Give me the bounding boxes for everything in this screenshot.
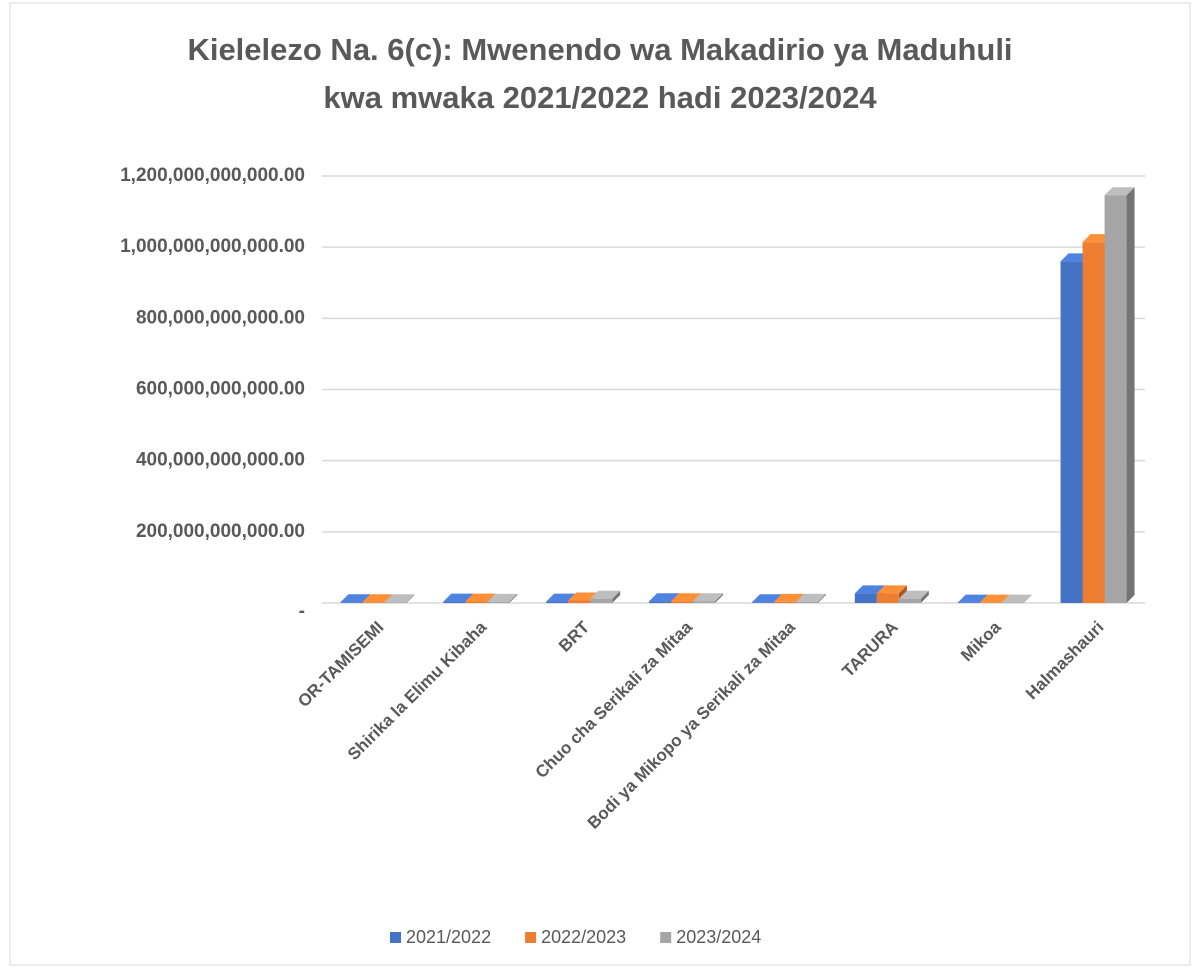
bar-top xyxy=(898,590,929,599)
legend-label: 2022/2023 xyxy=(541,927,626,947)
bar xyxy=(487,601,510,603)
bar-top xyxy=(487,593,518,602)
bar xyxy=(443,601,466,603)
bar-top xyxy=(1104,187,1135,196)
bar-top xyxy=(649,593,680,602)
chart-title: Kielelezo Na. 6(c): Mwenendo wa Makadiri… xyxy=(187,32,1012,67)
bar xyxy=(1082,242,1105,603)
y-tick-label: 400,000,000,000.00 xyxy=(136,450,305,471)
bar xyxy=(568,600,591,603)
bar xyxy=(898,598,921,603)
bar xyxy=(362,602,385,603)
bar xyxy=(876,593,899,603)
bar xyxy=(340,602,363,603)
bar-top xyxy=(362,594,393,603)
bar-top xyxy=(384,594,415,603)
bar-side xyxy=(612,590,621,603)
bar-side xyxy=(715,593,724,603)
bar-top xyxy=(465,593,496,602)
y-tick-label: 1,200,000,000,000.00 xyxy=(120,165,305,186)
bar-top xyxy=(443,593,474,602)
y-tick-label: - xyxy=(299,601,305,622)
bar-top xyxy=(590,590,621,599)
bar-side xyxy=(509,593,518,603)
bar xyxy=(854,593,877,603)
legend-label: 2023/2024 xyxy=(676,927,761,947)
bar-top xyxy=(979,594,1010,603)
legend-swatch xyxy=(660,932,672,943)
bar-top xyxy=(671,593,702,602)
bar xyxy=(1104,195,1127,603)
bar-side xyxy=(406,594,415,603)
bar xyxy=(546,601,569,603)
bar-side xyxy=(920,590,929,603)
bar-top xyxy=(693,593,724,602)
y-tick-label: 1,000,000,000,000.00 xyxy=(120,236,305,257)
bar-side xyxy=(817,593,826,603)
legend-label: 2021/2022 xyxy=(406,927,491,947)
bar xyxy=(751,602,774,603)
bar xyxy=(1060,261,1083,603)
bar-top xyxy=(773,593,804,602)
bar-side xyxy=(1126,187,1135,603)
y-tick-label: 800,000,000,000.00 xyxy=(136,307,305,328)
bar-top xyxy=(751,594,782,603)
bar-top xyxy=(340,594,371,603)
y-tick-label: 200,000,000,000.00 xyxy=(136,521,305,542)
bar xyxy=(465,601,488,603)
bar-top xyxy=(1001,594,1032,603)
bar xyxy=(671,601,694,603)
y-tick-label: 600,000,000,000.00 xyxy=(136,379,305,400)
chart-border xyxy=(9,2,1191,966)
bar xyxy=(590,598,613,603)
legend-swatch xyxy=(525,932,537,943)
bar-top xyxy=(957,594,988,603)
chart-title: kwa mwaka 2021/2022 hadi 2023/2024 xyxy=(323,80,877,115)
bar xyxy=(773,601,796,603)
bar xyxy=(384,602,407,603)
legend-swatch xyxy=(390,932,401,943)
bar xyxy=(649,601,672,603)
bar-top xyxy=(876,585,907,594)
bar xyxy=(795,601,818,603)
bar-top xyxy=(546,593,577,602)
bar xyxy=(693,601,716,603)
bar-side xyxy=(1023,594,1032,603)
bar-top xyxy=(854,585,885,594)
bar-top xyxy=(795,593,826,602)
